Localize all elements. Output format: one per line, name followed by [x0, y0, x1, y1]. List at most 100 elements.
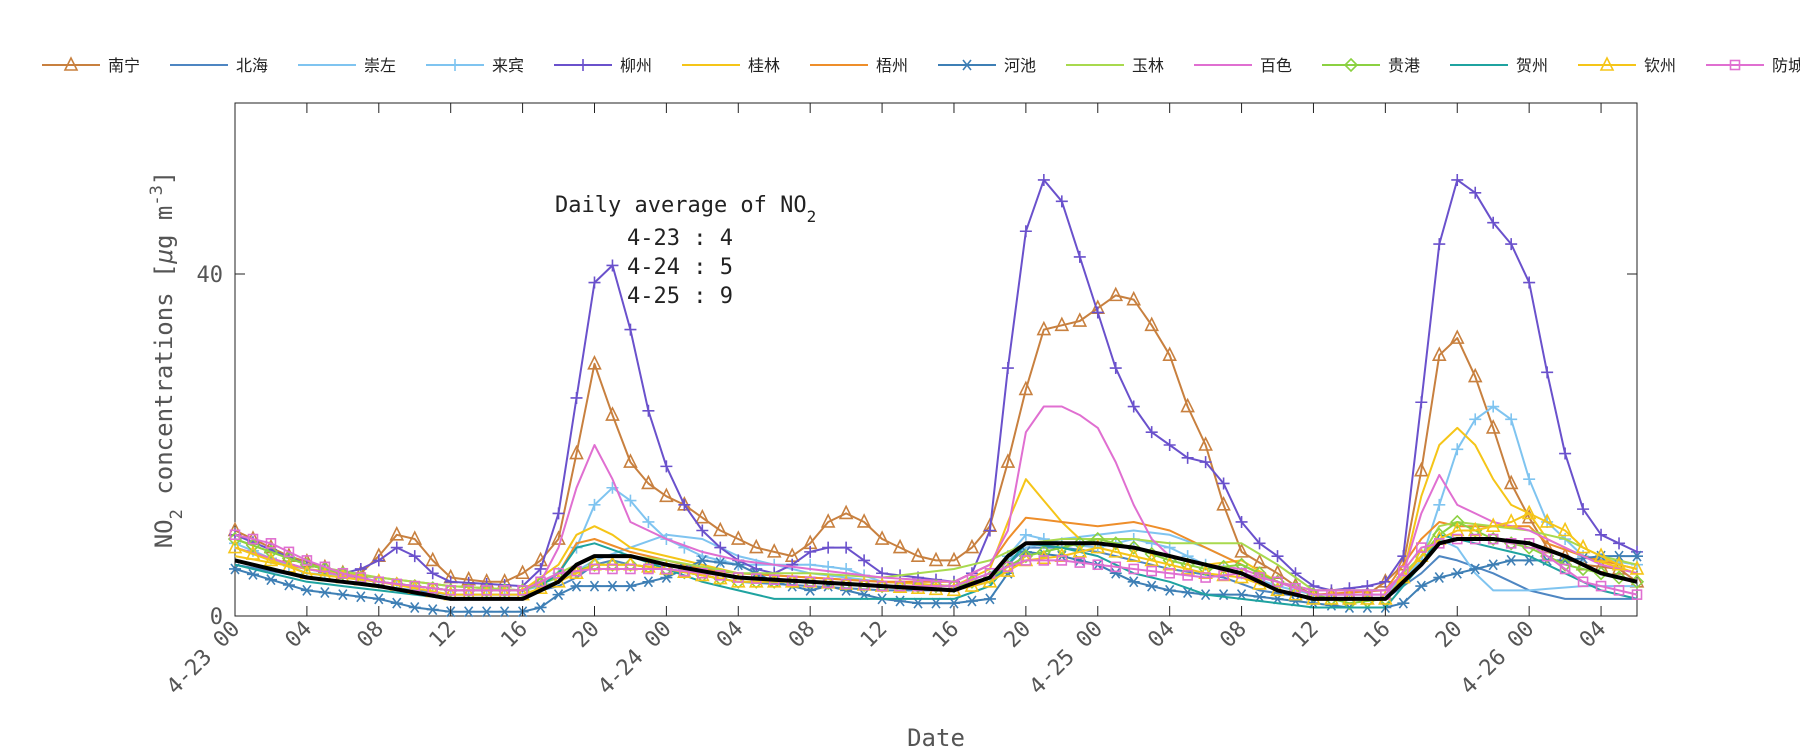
data-point — [1162, 555, 1177, 571]
data-point — [1557, 521, 1573, 537]
data-point — [390, 541, 403, 554]
data-point — [427, 582, 439, 594]
data-point — [1126, 547, 1142, 562]
data-point — [1108, 536, 1123, 551]
data-point — [713, 521, 728, 537]
data-point — [588, 580, 601, 592]
legend-marker — [577, 59, 589, 71]
data-point — [318, 586, 331, 598]
legend-item: 南宁 — [42, 56, 140, 75]
x-axis-title: Date — [907, 724, 965, 750]
data-point — [1180, 560, 1195, 575]
data-point — [552, 589, 565, 601]
data-point — [1577, 576, 1589, 588]
data-point — [1072, 312, 1088, 327]
data-point — [607, 563, 618, 575]
data-point — [264, 574, 277, 586]
data-point — [660, 460, 673, 473]
data-point — [642, 404, 655, 417]
x-tick-label: 4-24 00 — [593, 617, 676, 700]
data-point — [1468, 523, 1483, 538]
data-point — [227, 538, 243, 554]
data-point — [642, 576, 655, 588]
legend-label: 北海 — [236, 56, 268, 75]
data-point — [1127, 576, 1140, 588]
data-point — [1144, 316, 1159, 332]
data-point — [1109, 567, 1122, 579]
data-point — [1108, 286, 1124, 302]
series-line — [234, 533, 1638, 596]
data-point — [748, 538, 764, 554]
data-point — [1271, 550, 1284, 563]
series-line — [234, 537, 1638, 601]
chart-legend: 南宁 北海 崇左 来宾 柳州 桂林 梧州 河池 玉林 百色 贵港 贺州 钦州 防城港 — [0, 0, 1800, 120]
data-point — [641, 474, 656, 490]
data-point — [606, 259, 619, 272]
data-point — [840, 541, 853, 554]
data-point — [820, 513, 836, 528]
ylabel-superscript: -3 — [147, 185, 167, 205]
data-point — [1523, 473, 1536, 486]
data-point — [1109, 362, 1122, 375]
data-point — [1036, 320, 1052, 336]
data-point — [426, 567, 439, 580]
data-point — [407, 530, 423, 545]
data-point — [588, 498, 601, 511]
data-point — [1234, 543, 1249, 558]
legend-item: 河池 — [938, 56, 1036, 75]
data-point — [408, 601, 421, 613]
data-point — [804, 545, 817, 558]
data-point — [246, 568, 259, 580]
data-point — [1595, 528, 1608, 541]
data-point — [1270, 564, 1285, 580]
data-point — [748, 573, 764, 588]
data-point — [425, 551, 441, 567]
data-point — [714, 541, 727, 554]
data-point — [301, 555, 313, 566]
data-point — [1018, 380, 1034, 396]
data-point — [983, 524, 996, 537]
data-point — [570, 580, 583, 592]
data-point — [1019, 528, 1032, 541]
data-point — [1144, 551, 1159, 567]
data-point — [1055, 195, 1068, 208]
data-point — [766, 543, 782, 558]
data-point — [1054, 540, 1069, 555]
data-point — [1163, 584, 1176, 596]
data-point — [1469, 186, 1482, 199]
data-point — [1216, 559, 1231, 574]
data-point — [1253, 537, 1266, 550]
x-tick-label: 12 — [856, 617, 892, 653]
data-point — [1127, 400, 1140, 413]
data-point — [263, 551, 279, 567]
legend-label: 防城港 — [1772, 56, 1800, 75]
data-point — [1431, 346, 1447, 362]
data-point — [822, 541, 835, 554]
legend-label: 贺州 — [1516, 56, 1548, 75]
x-tick-label: 08 — [1215, 617, 1251, 653]
legend-label: 来宾 — [492, 56, 524, 75]
data-point — [1414, 547, 1429, 562]
data-point — [1451, 173, 1464, 186]
x-tick-label: 4-26 00 — [1456, 617, 1539, 700]
data-point — [247, 533, 259, 545]
data-point — [730, 530, 746, 545]
legend-label: 梧州 — [876, 56, 908, 75]
ylabel-part: ] — [150, 171, 178, 185]
data-point — [1108, 543, 1124, 558]
annotation-line: 4-24 : 5 — [627, 255, 733, 280]
data-point — [534, 601, 547, 613]
data-point — [1397, 597, 1410, 609]
data-point — [1180, 397, 1195, 413]
data-point — [498, 606, 511, 618]
legend-item: 百色 — [1194, 56, 1292, 75]
x-tick-label: 16 — [1359, 617, 1395, 653]
data-point — [515, 564, 530, 580]
data-point — [1379, 575, 1392, 588]
legend-item: 玉林 — [1066, 56, 1164, 75]
data-point — [372, 593, 385, 605]
data-point — [1503, 474, 1519, 490]
data-point — [1432, 527, 1447, 542]
data-point — [1128, 563, 1140, 575]
data-point — [1036, 549, 1052, 565]
